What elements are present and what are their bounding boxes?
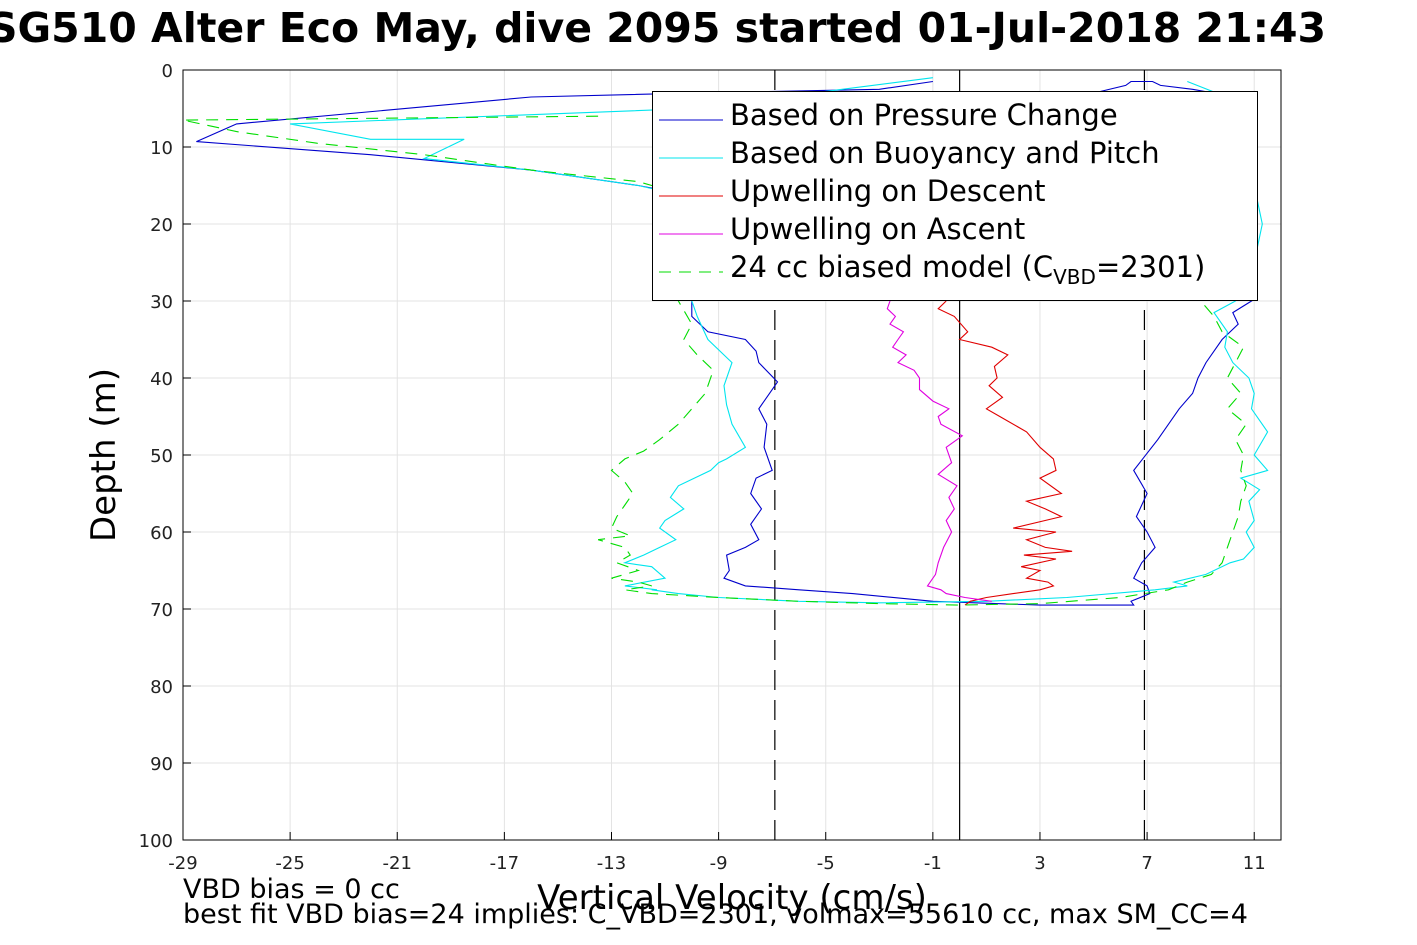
legend-label: Upwelling on Ascent bbox=[730, 212, 1026, 246]
legend-label: 24 cc biased model (CVBD=2301) bbox=[730, 250, 1205, 289]
legend-label: Based on Buoyancy and Pitch bbox=[730, 136, 1160, 170]
legend-label-sub: VBD bbox=[1053, 264, 1096, 289]
x-tick-label: 11 bbox=[1243, 853, 1266, 874]
legend-label-prefix: 24 cc biased model (C bbox=[730, 250, 1054, 284]
y-axis-label: Depth (m) bbox=[84, 367, 124, 543]
best-fit-note: best fit VBD bias=24 implies: C_VBD=2301… bbox=[183, 899, 1248, 930]
y-tick-label: 40 bbox=[150, 369, 173, 390]
legend-swatch bbox=[659, 271, 723, 273]
chart-title: SG510 Alter Eco May, dive 2095 started 0… bbox=[0, 4, 1327, 52]
legend-label: Upwelling on Descent bbox=[730, 174, 1046, 208]
x-tick-label: -5 bbox=[817, 853, 835, 874]
legend-item-buoyancy-pitch: Based on Buoyancy and Pitch bbox=[659, 134, 1255, 172]
legend-label-suffix: =2301) bbox=[1095, 250, 1206, 284]
y-tick-label: 0 bbox=[162, 61, 173, 82]
y-tick-label: 60 bbox=[150, 523, 173, 544]
legend-item-upwelling-ascent: Upwelling on Ascent bbox=[659, 210, 1255, 248]
legend-swatch bbox=[659, 157, 723, 159]
legend-item-biased-model: 24 cc biased model (CVBD=2301) bbox=[659, 248, 1255, 289]
x-tick-label: -17 bbox=[490, 853, 519, 874]
y-tick-label: 90 bbox=[150, 754, 173, 775]
legend-swatch bbox=[659, 195, 723, 197]
y-tick-label: 10 bbox=[150, 138, 173, 159]
legend-item-pressure-change: Based on Pressure Change bbox=[659, 96, 1255, 134]
x-tick-label: 3 bbox=[1034, 853, 1045, 874]
x-tick-label: -1 bbox=[924, 853, 942, 874]
vbd-bias-note: VBD bias = 0 cc bbox=[183, 874, 400, 905]
x-tick-label: -21 bbox=[383, 853, 412, 874]
y-tick-label: 80 bbox=[150, 677, 173, 698]
x-axis-label: Vertical Velocity (cm/s) bbox=[537, 878, 927, 918]
legend-item-upwelling-descent: Upwelling on Descent bbox=[659, 172, 1255, 210]
series-line bbox=[886, 300, 992, 602]
y-tick-label: 20 bbox=[150, 215, 173, 236]
legend-swatch bbox=[659, 119, 723, 121]
chart-legend: Based on Pressure Change Based on Buoyan… bbox=[652, 91, 1258, 301]
x-tick-label: -25 bbox=[275, 853, 304, 874]
axis-ticks: -29 -25 -21 -17 -13 -9 -5 -1 3 7 11010203040506070… bbox=[139, 61, 1266, 874]
y-tick-label: 50 bbox=[150, 446, 173, 467]
y-tick-label: 70 bbox=[150, 600, 173, 621]
x-tick-label: 7 bbox=[1141, 853, 1152, 874]
legend-swatch bbox=[659, 233, 723, 235]
series-line bbox=[289, 77, 1269, 604]
x-tick-label: -29 bbox=[168, 853, 197, 874]
y-tick-label: 30 bbox=[150, 292, 173, 313]
y-tick-label: 100 bbox=[139, 831, 173, 852]
series-line bbox=[182, 115, 1247, 606]
x-tick-label: -9 bbox=[710, 853, 728, 874]
legend-label: Based on Pressure Change bbox=[730, 98, 1118, 132]
x-tick-label: -13 bbox=[597, 853, 626, 874]
series-line bbox=[937, 300, 1073, 606]
